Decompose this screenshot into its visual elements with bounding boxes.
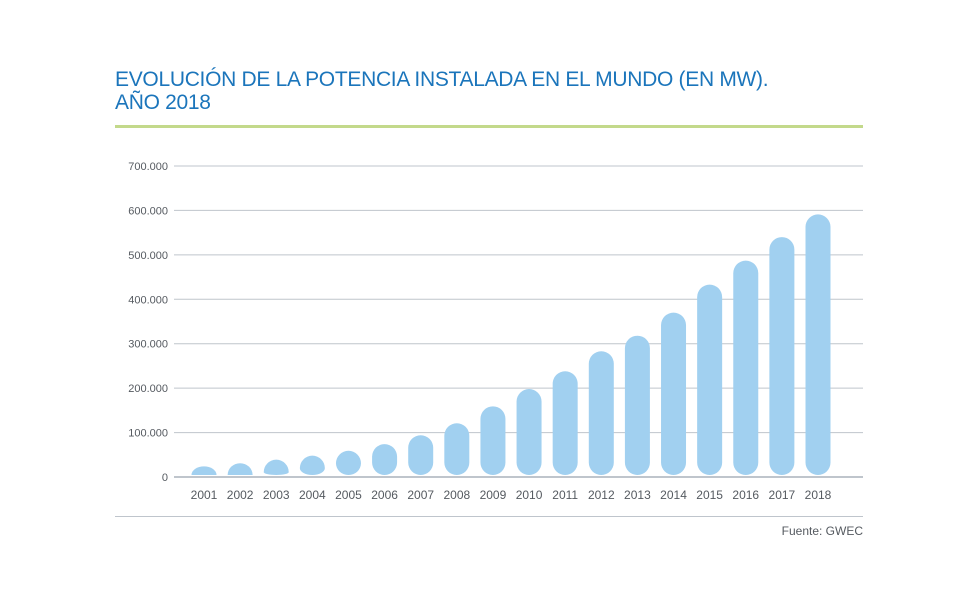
source-note: Fuente: GWEC <box>781 524 863 538</box>
x-tick-label: 2006 <box>371 488 398 502</box>
y-tick-label: 600.000 <box>128 205 168 217</box>
x-tick-label: 2010 <box>516 488 543 502</box>
y-tick-label: 0 <box>162 472 168 484</box>
x-tick-label: 2013 <box>624 488 651 502</box>
bar-2017 <box>769 237 795 475</box>
bar-2005 <box>335 450 361 475</box>
y-tick-label: 400.000 <box>128 294 168 306</box>
x-tick-label: 2005 <box>335 488 362 502</box>
bar-2009 <box>480 406 506 475</box>
bottom-divider <box>115 516 863 517</box>
bar-2008 <box>444 423 470 475</box>
chart-title-line1: EVOLUCIÓN DE LA POTENCIA INSTALADA EN EL… <box>115 68 769 91</box>
bar-2002 <box>227 463 253 475</box>
x-tick-label: 2001 <box>191 488 218 502</box>
x-axis-ticks: 2001 2002 2003 2004 2005 2006 2007 2008 2009 2010… <box>191 488 832 502</box>
y-tick-label: 700.000 <box>128 161 168 173</box>
y-tick-label: 200.000 <box>128 383 168 395</box>
x-tick-label: 2014 <box>660 488 687 502</box>
bar-2013 <box>624 335 650 475</box>
bar-2006 <box>372 444 398 475</box>
y-tick-label: 300.000 <box>128 339 168 351</box>
title-divider <box>115 125 863 128</box>
x-tick-label: 2003 <box>263 488 290 502</box>
x-tick-label: 2009 <box>480 488 507 502</box>
x-tick-label: 2015 <box>696 488 723 502</box>
bar-2018 <box>805 214 831 476</box>
x-tick-label: 2018 <box>805 488 832 502</box>
bar-2014 <box>661 312 687 475</box>
x-tick-label: 2007 <box>407 488 434 502</box>
x-tick-label: 2008 <box>443 488 470 502</box>
x-tick-label: 2004 <box>299 488 326 502</box>
x-tick-label: 2016 <box>732 488 759 502</box>
y-axis-ticks: 0 100.000 200.000 300.000 400.000 500.000 600.… <box>128 161 168 484</box>
bar-2001 <box>191 466 217 475</box>
x-tick-label: 2002 <box>227 488 254 502</box>
bars <box>191 214 831 476</box>
bar-2016 <box>733 260 759 475</box>
bar-2003 <box>263 459 289 475</box>
y-tick-label: 100.000 <box>128 428 168 440</box>
bar-2007 <box>408 435 434 475</box>
x-tick-label: 2017 <box>769 488 796 502</box>
x-tick-label: 2012 <box>588 488 615 502</box>
chart-title-line2: AÑO 2018 <box>115 91 211 114</box>
bar-2011 <box>552 371 578 475</box>
bar-2015 <box>697 284 723 475</box>
bar-2012 <box>588 351 614 475</box>
x-tick-label: 2011 <box>552 488 578 502</box>
chart-title: EVOLUCIÓN DE LA POTENCIA INSTALADA EN EL… <box>115 68 875 114</box>
bar-2010 <box>516 389 542 475</box>
y-tick-label: 500.000 <box>128 250 168 262</box>
bar-2004 <box>299 455 325 475</box>
